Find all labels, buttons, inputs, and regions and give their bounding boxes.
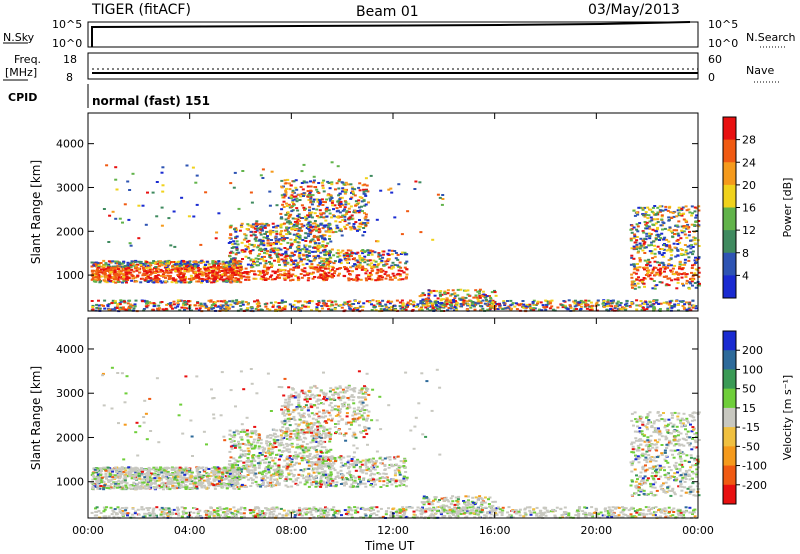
colorbar-tick-label: 8 <box>742 247 749 260</box>
nsky-tick-top: 10^5 <box>52 18 82 31</box>
colorbar-tick-label: -100 <box>742 460 767 473</box>
x-axis-label: Time UT <box>364 539 415 553</box>
colorbar-tick-label: 28 <box>742 134 756 147</box>
y-tick-label: 2000 <box>56 431 84 444</box>
colorbar-frame <box>722 330 737 505</box>
freq-label: Freq. <box>14 53 41 66</box>
colorbar-segment <box>723 275 736 299</box>
colorbar-segment <box>723 427 736 447</box>
colorbar-tick-label: 16 <box>742 202 756 215</box>
colorbar-tick-label: 24 <box>742 156 756 169</box>
colorbar-tick-label: 200 <box>742 344 763 357</box>
colorbar-segment <box>723 407 736 428</box>
power-panel: 1000 2000 3000 4000 Slant Range [km] 4 8 12 16 20… <box>29 112 794 313</box>
colorbar-segment <box>723 446 736 467</box>
colorbar-segment <box>723 465 736 486</box>
y-tick-label: 4000 <box>56 343 84 356</box>
scatter-echoes <box>90 161 701 313</box>
colorbar-tick-label: 4 <box>742 269 749 282</box>
x-tick-label: 16:00 <box>479 524 511 537</box>
colorbar-tick-label: 15 <box>742 402 756 415</box>
colorbar-segment <box>723 139 736 163</box>
colorbar-segment <box>723 369 736 390</box>
y-tick-label: 2000 <box>56 225 84 238</box>
y-tick-label: 3000 <box>56 181 84 194</box>
colorbar-label: Power [dB] <box>781 178 794 238</box>
y-tick-label: 1000 <box>56 476 84 489</box>
colorbar-segment <box>723 184 736 208</box>
nsearch-tick-top: 10^5 <box>708 18 738 31</box>
colorbar-segment <box>723 484 736 505</box>
nsearch-tick-bottom: 10^0 <box>708 37 738 50</box>
colorbar-segment <box>723 207 736 231</box>
nsky-label: N.Sky <box>3 31 35 44</box>
x-tick-label: 20:00 <box>580 524 612 537</box>
colorbar-tick-label: -200 <box>742 479 767 492</box>
colorbar-tick-label: -15 <box>742 421 760 434</box>
y-axis-label: Slant Range [km] <box>29 160 43 264</box>
nsky-tick-bottom: 10^0 <box>52 37 82 50</box>
velocity-panel: 1000 2000 3000 4000 00:00 04:00 08:00 12:00 16:0… <box>29 317 794 537</box>
nave-tick-bottom: 0 <box>708 71 715 84</box>
nsearch-label: N.Search <box>746 31 796 44</box>
colorbar-segment <box>723 331 736 351</box>
nsky-line <box>91 21 691 47</box>
freq-tick-bottom: 8 <box>66 71 73 84</box>
y-axis-label: Slant Range [km] <box>29 366 43 470</box>
y-tick-label: 1000 <box>56 269 84 282</box>
scatter-echoes <box>90 366 701 520</box>
freq-panel <box>87 52 699 80</box>
colorbar-segment <box>723 117 736 141</box>
colorbar-segment <box>723 350 736 370</box>
y-tick-label: 3000 <box>56 387 84 400</box>
colorbar-segment <box>723 252 736 276</box>
colorbar-tick-label: 12 <box>742 224 756 237</box>
nsky-panel <box>87 21 699 48</box>
colorbar-tick-label: -50 <box>742 440 760 453</box>
station-title: TIGER (fitACF) <box>91 2 191 18</box>
y-tick-label: 4000 <box>56 138 84 151</box>
nave-label: Nave <box>746 64 774 77</box>
x-tick-label: 12:00 <box>377 524 409 537</box>
x-tick-label: 04:00 <box>174 524 206 537</box>
cpid-label: CPID <box>8 91 37 104</box>
colorbar-tick-label: 20 <box>742 179 756 192</box>
colorbar-segment <box>723 162 736 186</box>
colorbar-tick-label: 50 <box>742 383 756 396</box>
colorbar-segment <box>723 388 736 409</box>
cpid-value: normal (fast) 151 <box>92 94 210 108</box>
x-tick-label: 08:00 <box>275 524 307 537</box>
x-tick-label: 00:00 <box>72 524 104 537</box>
nave-tick-top: 60 <box>708 53 722 66</box>
freq-unit-label: [MHz] <box>5 66 37 79</box>
freq-tick-top: 18 <box>63 53 77 66</box>
colorbar-segment <box>723 230 736 254</box>
x-tick-label: 00:00 <box>682 524 714 537</box>
date-title: 03/May/2013 <box>588 2 680 18</box>
beam-title: Beam 01 <box>356 4 419 20</box>
colorbar-label: Velocity [m s⁻¹] <box>781 375 794 460</box>
colorbar-tick-label: 100 <box>742 363 763 376</box>
